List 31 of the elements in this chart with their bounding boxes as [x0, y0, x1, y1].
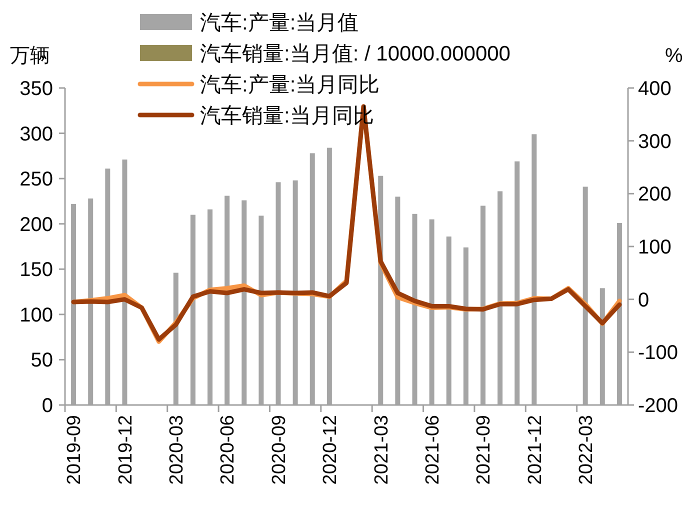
legend-label: 汽车:产量:当月同比 [200, 73, 380, 96]
y-tick-label: 150 [20, 259, 53, 282]
x-tick-label: 2020-09 [268, 415, 290, 485]
x-tick-label: 2021-09 [474, 415, 495, 485]
x-tick-label: 2020-03 [166, 415, 188, 485]
y2-tick-label: 200 [638, 184, 672, 206]
legend-label: 汽车销量:当月值: / 10000.000000 [200, 42, 510, 66]
x-tick-label: 2019-09 [64, 415, 86, 485]
y-tick-label: 50 [30, 350, 53, 372]
y-axis-title: 万辆 [10, 45, 50, 67]
y2-tick-label: 400 [638, 78, 672, 100]
x-tick-label: 2021-03 [371, 415, 392, 485]
y-tick-label: 0 [42, 395, 53, 417]
y2-axis-title: % [665, 45, 683, 67]
y2-tick-label: 0 [638, 289, 650, 312]
y2-tick-label: -200 [638, 395, 678, 417]
y2-tick-label: -100 [638, 342, 678, 364]
y-tick-label: 350 [20, 78, 53, 100]
x-tick-label: 2020-06 [218, 415, 239, 485]
y2-tick-label: 300 [638, 130, 672, 153]
y2-tick-label: 100 [638, 236, 672, 258]
y-tick-label: 300 [20, 123, 53, 146]
x-tick-label: 2020-12 [320, 415, 342, 485]
legend-label: 汽车:产量:当月值 [200, 11, 359, 34]
y-tick-label: 200 [20, 214, 53, 236]
x-tick-label: 2021-12 [524, 415, 546, 485]
y-tick-label: 100 [20, 304, 53, 326]
x-tick-label: 2019-12 [115, 415, 136, 485]
y-tick-label: 250 [20, 168, 53, 191]
x-tick-label: 2021-06 [422, 415, 444, 485]
x-tick-label: 2022-03 [576, 415, 597, 485]
